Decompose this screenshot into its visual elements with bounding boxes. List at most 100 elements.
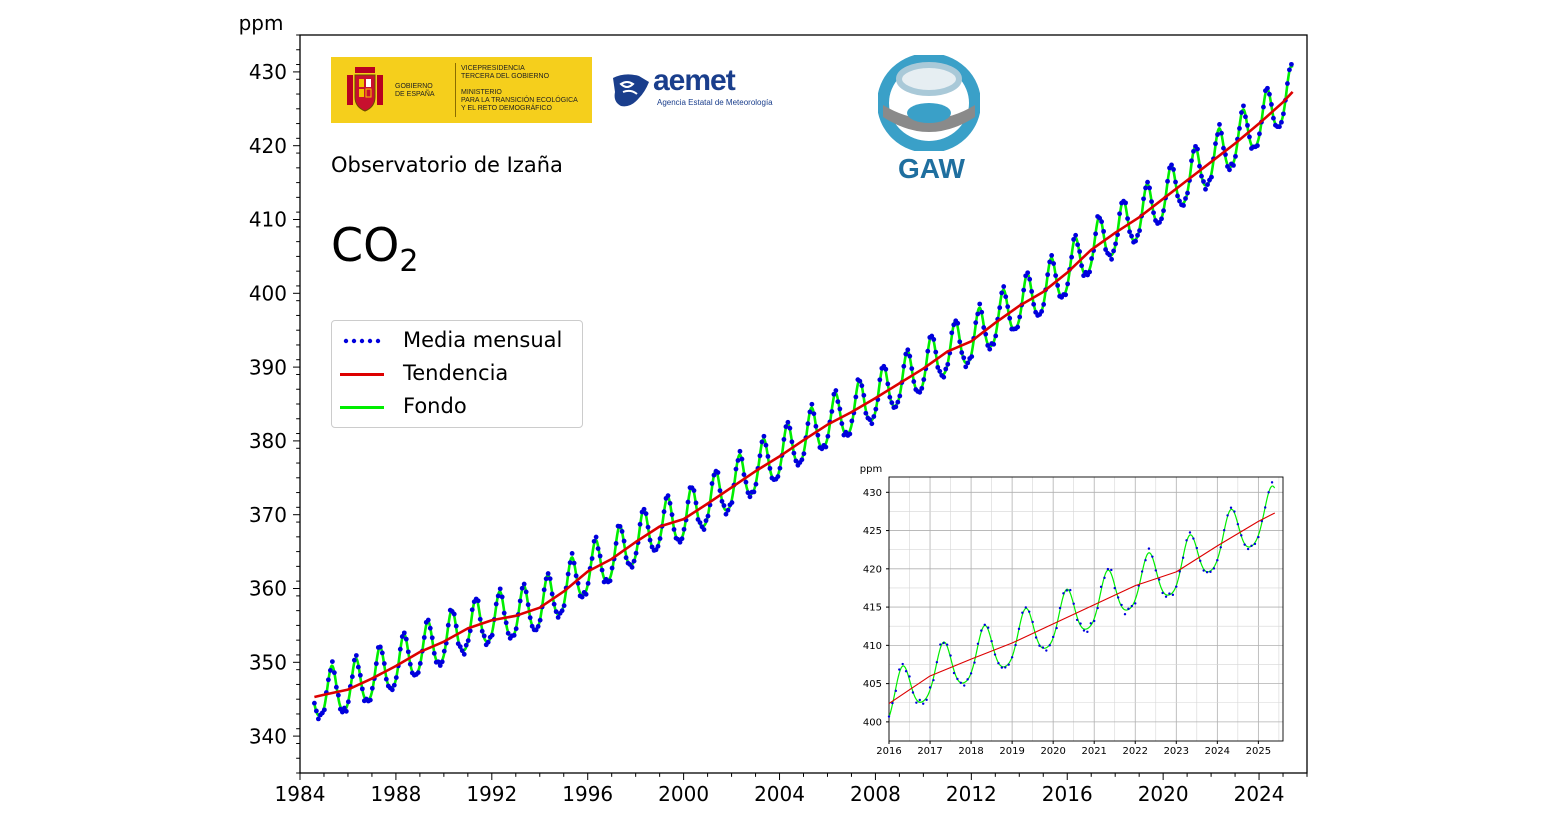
monthly-mean-point [1181,203,1186,208]
monthly-mean-point [853,394,859,400]
monthly-mean-point [1103,247,1108,252]
monthly-mean-point [999,290,1005,296]
x-tick-label: 1984 [275,782,326,806]
monthly-mean-point [959,681,963,684]
monthly-mean-point [1255,143,1260,149]
monthly-mean-point [811,411,817,417]
monthly-mean-point [609,565,615,571]
monthly-mean-point [869,421,875,427]
monthly-mean-point [781,437,787,442]
monthly-mean-point [809,401,815,407]
monthly-mean-point [1257,535,1260,539]
monthly-mean-point [1025,270,1031,276]
monthly-mean-point [931,337,937,342]
monthly-mean-point [645,524,651,530]
monthly-mean-point [549,591,555,597]
monthly-mean-point [585,580,591,586]
monthly-mean-point [983,331,989,337]
monthly-mean-point [1127,607,1130,611]
monthly-mean-point [941,374,947,380]
monthly-mean-point [1215,132,1220,137]
y-tick-label: 425 [863,526,882,537]
monthly-mean-point [1185,539,1188,542]
monthly-mean-point [583,591,589,597]
x-tick-label: 2023 [1164,746,1189,757]
monthly-mean-point [1065,589,1069,592]
monthly-mean-point [311,700,317,706]
monthly-mean-point [903,351,909,357]
monthly-mean-point [1031,620,1034,624]
monthly-mean-point [617,524,623,529]
monthly-mean-point [831,391,837,397]
monthly-mean-point [533,627,539,633]
monthly-mean-point [397,646,403,652]
y-tick-label: 415 [863,603,882,614]
monthly-mean-point [887,715,891,718]
monthly-mean-point [339,709,345,715]
monthly-mean-point [393,675,399,680]
monthly-mean-point [1021,611,1024,614]
monthly-mean-point [453,623,459,629]
monthly-mean-point [711,472,717,478]
monthly-mean-point [993,653,997,656]
monthly-mean-point [980,629,983,632]
monthly-mean-point [1113,241,1118,247]
monthly-mean-point [1159,216,1164,222]
monthly-mean-point [1203,186,1208,192]
monthly-mean-point [661,509,667,515]
monthly-mean-point [1113,586,1116,590]
monthly-mean-point [1177,198,1182,204]
monthly-mean-point [1227,167,1232,173]
monthly-mean-point [1164,595,1168,598]
monthly-mean-point [593,534,599,540]
monthly-mean-point [767,465,773,471]
monthly-mean-point [955,320,961,326]
monthly-mean-point [743,479,749,485]
monthly-mean-point [489,632,495,638]
monthly-mean-point [537,617,543,623]
monthly-mean-point [329,659,335,664]
monthly-mean-point [1045,272,1051,278]
monthly-mean-point [949,654,952,657]
monthly-mean-point [1073,232,1079,238]
monthly-mean-point [785,419,791,425]
monthly-mean-point [677,539,683,545]
monthly-mean-point [435,659,441,665]
monthly-mean-point [425,617,431,623]
y-unit-label: ppm [239,11,284,35]
legend-label: Media mensual [403,328,563,352]
x-tick-label: 2012 [946,782,997,806]
monthly-mean-point [1107,252,1112,258]
monthly-mean-point [949,330,955,336]
dots-swatch-icon [343,338,381,344]
monthly-mean-point [685,499,691,505]
monthly-mean-point [1093,231,1099,237]
monthly-mean-point [721,503,727,508]
monthly-mean-point [1229,506,1233,509]
monthly-mean-point [1075,618,1079,622]
x-tick-label: 1992 [466,782,517,806]
monthly-mean-point [975,311,981,317]
monthly-mean-point [463,642,469,648]
monthly-mean-point [499,594,505,600]
monthly-mean-point [733,466,739,472]
monthly-mean-point [942,641,945,645]
x-tick-label: 2020 [1138,782,1189,806]
monthly-mean-point [367,697,373,703]
monthly-mean-point [1189,158,1194,164]
monthly-mean-point [355,664,361,670]
legend-label: Fondo [403,394,467,418]
monthly-mean-point [595,546,601,551]
monthly-mean-point [1079,622,1082,625]
monthly-mean-point [657,536,663,541]
monthly-mean-point [359,686,365,692]
monthly-mean-point [1205,571,1209,574]
monthly-mean-point [1001,284,1007,289]
monthly-mean-point [1231,162,1236,168]
monthly-mean-point [725,507,731,513]
monthly-mean-point [1145,179,1150,185]
monthly-mean-point [1279,119,1284,125]
monthly-mean-point [403,636,409,642]
monthly-mean-point [647,537,653,543]
monthly-mean-point [895,399,901,405]
